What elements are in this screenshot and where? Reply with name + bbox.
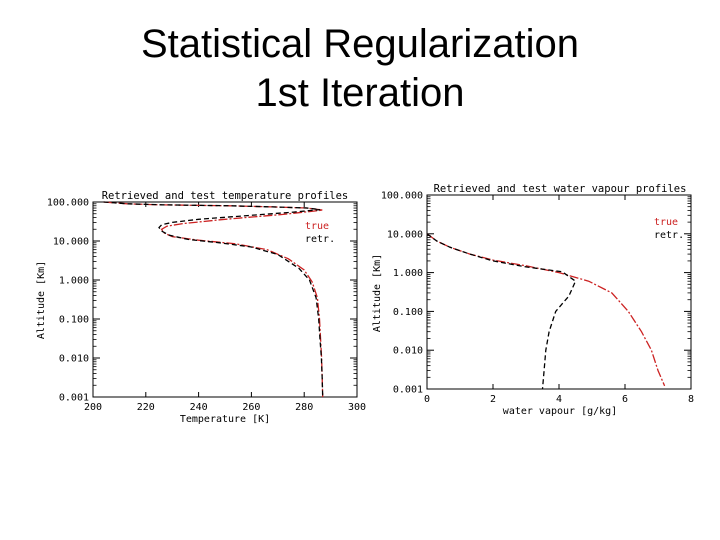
- water-vapour-legend-retr: retr.: [654, 230, 684, 241]
- water-vapour-x-tick-label: 8: [688, 394, 694, 405]
- temperature-legend-true: true: [305, 221, 329, 232]
- temperature-y-tick-label: 100.000: [47, 198, 89, 209]
- temperature-y-tick-label: 0.100: [59, 315, 89, 326]
- slide-title-line-1: Statistical Regularization: [141, 22, 579, 66]
- water-vapour-series-group: [426, 233, 666, 390]
- temperature-chart-title: Retrieved and test temperature profiles: [102, 190, 349, 202]
- temperature-y-tick-label: 0.010: [59, 354, 89, 365]
- temperature-y-axis-label: Altitude [Km]: [36, 261, 47, 339]
- temperature-y-tick-label: 0.001: [59, 393, 89, 404]
- water-vapour-x-tick-label: 4: [556, 394, 562, 405]
- water-vapour-legend-true: true: [654, 217, 678, 228]
- temperature-x-axis-label: Temperature [K]: [180, 414, 270, 425]
- temperature-x-tick-label: 220: [137, 402, 155, 413]
- temperature-series-group: [103, 201, 324, 398]
- temperature-axis-ticks: 200 220 240 260 280 300 100.000 10.000 1.000 0.10…: [47, 198, 366, 414]
- water-vapour-y-axis-label: Altitude [Km]: [372, 254, 383, 332]
- temperature-legend-retr: retr.: [305, 234, 335, 245]
- water-vapour-y-tick-label: 10.000: [387, 229, 423, 240]
- temperature-x-tick-label: 300: [348, 402, 366, 413]
- temperature-x-tick-label: 280: [295, 402, 313, 413]
- temperature-x-tick-label: 200: [84, 402, 102, 413]
- temperature-series-true-line: [103, 201, 324, 398]
- water-vapour-x-axis-label: water vapour [g/kg]: [503, 406, 617, 417]
- water-vapour-series-true-line: [426, 233, 666, 387]
- temperature-x-tick-label: 240: [190, 402, 208, 413]
- temperature-plot-frame: [92, 201, 358, 398]
- temperature-y-tick-label: 10.000: [53, 237, 89, 248]
- slide-title-line-2: 1st Iteration: [255, 71, 465, 115]
- water-vapour-y-tick-label: 0.001: [393, 385, 423, 396]
- water-vapour-x-tick-label: 6: [622, 394, 628, 405]
- water-vapour-y-tick-label: 0.100: [393, 307, 423, 318]
- water-vapour-x-tick-label: 2: [490, 394, 496, 405]
- temperature-y-tick-label: 1.000: [59, 276, 89, 287]
- water-vapour-chart: Retrieved and test water vapour profiles…: [372, 183, 694, 417]
- water-vapour-series-retr-line: [426, 233, 577, 390]
- water-vapour-plot-frame: [426, 194, 692, 390]
- temperature-x-tick-label: 260: [242, 402, 260, 413]
- water-vapour-y-tick-label: 100.000: [381, 191, 423, 202]
- water-vapour-y-tick-label: 1.000: [393, 268, 423, 279]
- water-vapour-y-tick-label: 0.010: [393, 346, 423, 357]
- water-vapour-chart-title: Retrieved and test water vapour profiles: [434, 183, 687, 195]
- water-vapour-x-tick-label: 0: [424, 394, 430, 405]
- temperature-series-retr-line: [103, 201, 324, 398]
- water-vapour-axis-ticks: 0 2 4 6 8 100.000 10.000 1.000 0.100 0.010 0.001: [381, 191, 694, 406]
- temperature-chart: Retrieved and test temperature profiles …: [36, 190, 366, 425]
